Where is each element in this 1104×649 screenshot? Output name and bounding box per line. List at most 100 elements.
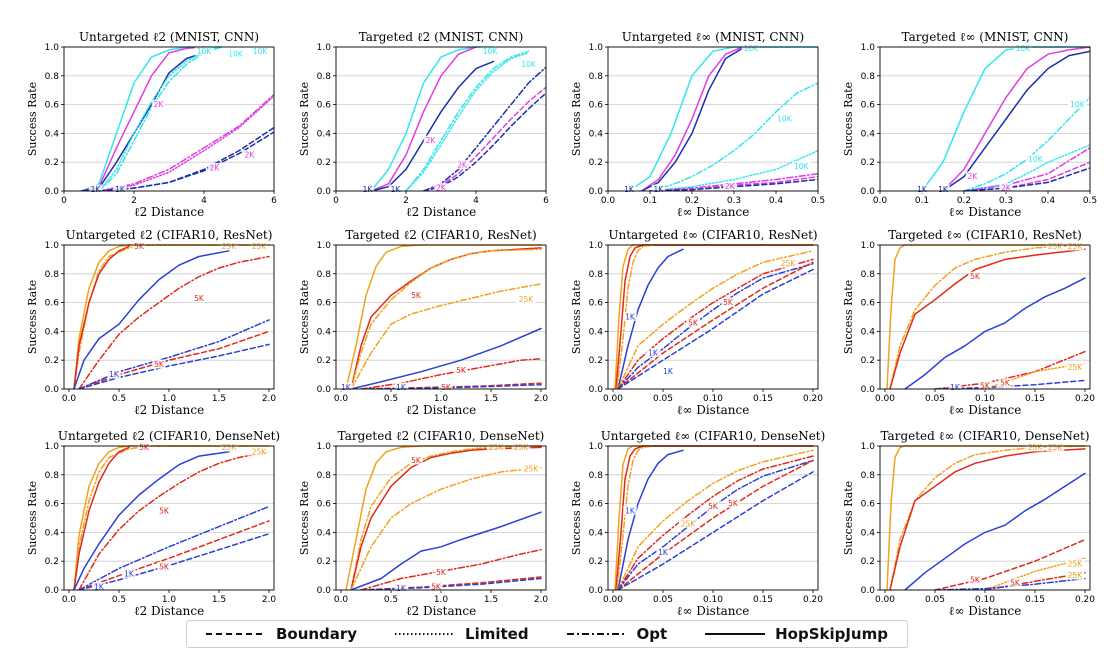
chart-2-ytick-label: 0.4 (317, 129, 332, 139)
chart-8-frame (879, 244, 1091, 390)
chart-5-series-group (73, 244, 270, 389)
chart-4-xtick-label: 0.4 (1041, 196, 1056, 206)
chart-2-annotation: 2K (436, 184, 447, 193)
chart-4-series-opt-2k (963, 147, 1090, 191)
chart-3-xtick-label: 0.3 (727, 196, 741, 206)
chart-2-frame (335, 46, 547, 192)
chart-5-series-hopskipjump-5k (73, 245, 130, 389)
chart-11-ytick-label: 0.8 (589, 471, 604, 481)
chart-11-series-boundary-5k (617, 459, 814, 590)
chart-6-annotation: 5K (441, 383, 452, 392)
chart-12-xlabel: ℓ∞ Distance (949, 604, 1022, 615)
chart-9-ytick-label: 0.6 (45, 500, 60, 510)
chart-1-annotation: 2K (154, 100, 165, 109)
chart-1-series-opt-2k (98, 93, 274, 191)
chart-4-ytick-label: 0.4 (861, 129, 876, 139)
chart-5-ylabel: Success Rate (26, 280, 39, 354)
chart-5-ytick-label: 1.0 (45, 241, 60, 251)
chart-6-xtick-label: 2.0 (534, 394, 549, 404)
chart-8-ytick-label: 0.2 (861, 356, 875, 366)
chart-2-xtick-label: 4 (473, 196, 479, 206)
chart-4-xtick-label: 0.2 (957, 196, 971, 206)
chart-12-ytick-label: 0.6 (861, 500, 876, 510)
chart-8-ytick-label: 0.0 (861, 385, 876, 395)
chart-11-series-opt-25k-b (617, 449, 814, 590)
chart-8-annotation: 5K (980, 382, 991, 391)
chart-8-ytick-label: 0.6 (861, 299, 876, 309)
chart-2-ytick-label: 0.0 (317, 187, 332, 197)
chart-9-series-opt-5k (78, 451, 270, 590)
chart-2: Targeted ℓ2 (MNIST, CNN) 0.0 0.2 0.4 0.6 0.8 1… (298, 30, 549, 219)
chart-9-xtick-label: 1.5 (212, 595, 226, 605)
chart-12-ytick-label: 1.0 (861, 442, 876, 452)
chart-6-series-hopskipjump-5k (350, 247, 542, 389)
chart-3-xtick-label: 0.4 (769, 196, 784, 206)
chart-4-ytick-label: 0.2 (861, 158, 875, 168)
chart-4-frame (879, 46, 1091, 192)
chart-5-annotation: 25K (222, 242, 238, 251)
chart-7-annotation: 25K (781, 259, 797, 268)
chart-5-annotation: 5K (194, 294, 205, 303)
chart-6-ytick-label: 1.0 (317, 241, 332, 251)
chart-6-xlabel: ℓ2 Distance (406, 403, 476, 417)
chart-8-annotation: 5K (1000, 379, 1011, 388)
chart-11-xtick-label: 0.00 (603, 595, 623, 605)
chart-1-frame (63, 46, 275, 192)
chart-1-ytick-label: 0.6 (45, 101, 60, 111)
chart-11-annotation: 25K (681, 519, 697, 528)
chart-6-annotation: 25K (519, 295, 535, 304)
chart-12-ytick-label: 0.0 (861, 586, 876, 596)
chart-2-xtick-label: 6 (543, 196, 549, 206)
chart-1-series-hopskipjump-10k (80, 46, 223, 191)
chart-6-ylabel: Success Rate (298, 280, 311, 354)
chart-11-xtick-label: 0.05 (653, 595, 673, 605)
chart-2-title: Targeted ℓ2 (MNIST, CNN) (359, 30, 524, 44)
chart-5-xtick-label: 2.0 (262, 394, 277, 404)
chart-4: Targeted ℓ∞ (MNIST, CNN) 0.0 0.2 0.4 0.6 0.8 1… (842, 30, 1097, 219)
chart-2-series-hopskipjump-1k (370, 60, 495, 191)
chart-7-series-group (614, 244, 814, 389)
chart-11-title: Untargeted ℓ∞ (CIFAR10, DenseNet) (601, 429, 826, 443)
chart-10-annotation: 25K (489, 443, 505, 452)
chart-2-series-opt-10k (405, 50, 530, 191)
chart-8-series-hopskipjump-25k (886, 244, 1086, 389)
chart-1-series-group (80, 46, 274, 191)
chart-6-ytick-label: 0.6 (317, 299, 332, 309)
chart-10-series-boundary-5k (360, 576, 542, 590)
chart-3-ytick-label: 0.4 (589, 129, 604, 139)
chart-3-annotation: 1K (654, 185, 665, 194)
chart-11-ytick-label: 0.6 (589, 500, 604, 510)
chart-9-annotation: 25K (252, 447, 268, 456)
chart-10-series-boundary-1k (360, 577, 542, 590)
legend-item-boundary: Boundary (205, 625, 357, 643)
chart-1-xtick-label: 0 (61, 196, 67, 206)
chart-7-xtick-label: 0.20 (803, 394, 823, 404)
chart-9: Untargeted ℓ2 (CIFAR10, DenseNet) 0.0 0.2 0… (26, 429, 280, 615)
chart-4-xtick-label: 0.0 (873, 196, 888, 206)
chart-5-annotation: 5K (134, 242, 145, 251)
chart-9-series-group (73, 445, 270, 590)
chart-5-series-boundary-1k (78, 343, 270, 389)
chart-11-series-boundary-1k (617, 471, 814, 590)
chart-3-annotation: 10K (744, 44, 760, 53)
chart-2-ytick-label: 0.6 (317, 101, 332, 111)
chart-6: Targeted ℓ2 (CIFAR10, ResNet) 0.0 0.2 0.4 0.… (298, 228, 548, 417)
chart-1-ylabel: Success Rate (26, 82, 39, 156)
chart-8-series-hopskipjump-5k (889, 248, 1086, 389)
chart-4-annotation: 10K (1028, 155, 1044, 164)
chart-11-annotation: 1K (658, 548, 669, 557)
chart-10-xlabel: ℓ2 Distance (406, 604, 476, 615)
chart-7-title: Untargeted ℓ∞ (CIFAR10, ResNet) (608, 228, 817, 242)
chart-10-annotation: 5K (431, 583, 442, 592)
chart-8-annotation: 25K (1048, 242, 1064, 251)
chart-11-xtick-label: 0.10 (703, 595, 723, 605)
chart-3: Untargeted ℓ∞ (MNIST, CNN) 0.0 0.2 0.4 0.6 0.… (570, 30, 825, 219)
chart-6-xtick-label: 1.5 (484, 394, 498, 404)
chart-11-frame (607, 445, 819, 591)
chart-7-annotation: 5K (723, 298, 734, 307)
chart-2-annotation: 1K (391, 185, 402, 194)
chart-4-xtick-label: 0.5 (1083, 196, 1097, 206)
chart-4-ytick-label: 1.0 (861, 43, 876, 53)
chart-9-annotation: 1K (124, 570, 135, 579)
chart-3-ylabel: Success Rate (570, 82, 583, 156)
